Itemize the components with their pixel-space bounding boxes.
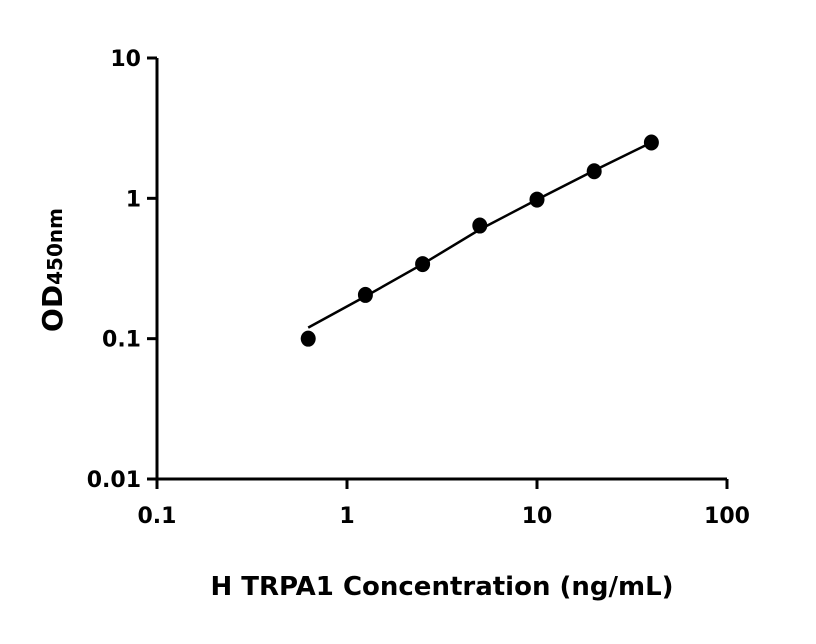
data-point xyxy=(643,134,659,151)
y-tick-label: 0.01 xyxy=(87,468,141,493)
x-tick-label: 0.1 xyxy=(138,504,177,529)
y-tick-label: 1 xyxy=(126,187,141,212)
y-axis-label-main: OD xyxy=(36,285,69,332)
data-point xyxy=(415,256,431,273)
y-tick-label: 0.1 xyxy=(102,328,141,353)
x-tick-label: 10 xyxy=(522,504,553,529)
y-axis-label: OD450nm xyxy=(36,208,69,332)
data-point xyxy=(472,217,488,234)
x-tick-label: 1 xyxy=(339,504,354,529)
axes xyxy=(147,56,729,489)
data-point xyxy=(357,286,373,303)
data-point xyxy=(300,330,316,347)
y-axis-label-subscript: 450nm xyxy=(43,208,67,285)
data-point xyxy=(529,191,545,208)
data-points xyxy=(300,134,659,347)
data-point xyxy=(586,163,602,180)
y-tick-label: 10 xyxy=(110,47,141,72)
x-tick-label: 100 xyxy=(704,504,750,529)
x-axis-label: H TRPA1 Concentration (ng/mL) xyxy=(210,572,673,602)
tick-labels: 0.1 1 10 100 0.01 0.1 1 10 xyxy=(87,47,750,529)
